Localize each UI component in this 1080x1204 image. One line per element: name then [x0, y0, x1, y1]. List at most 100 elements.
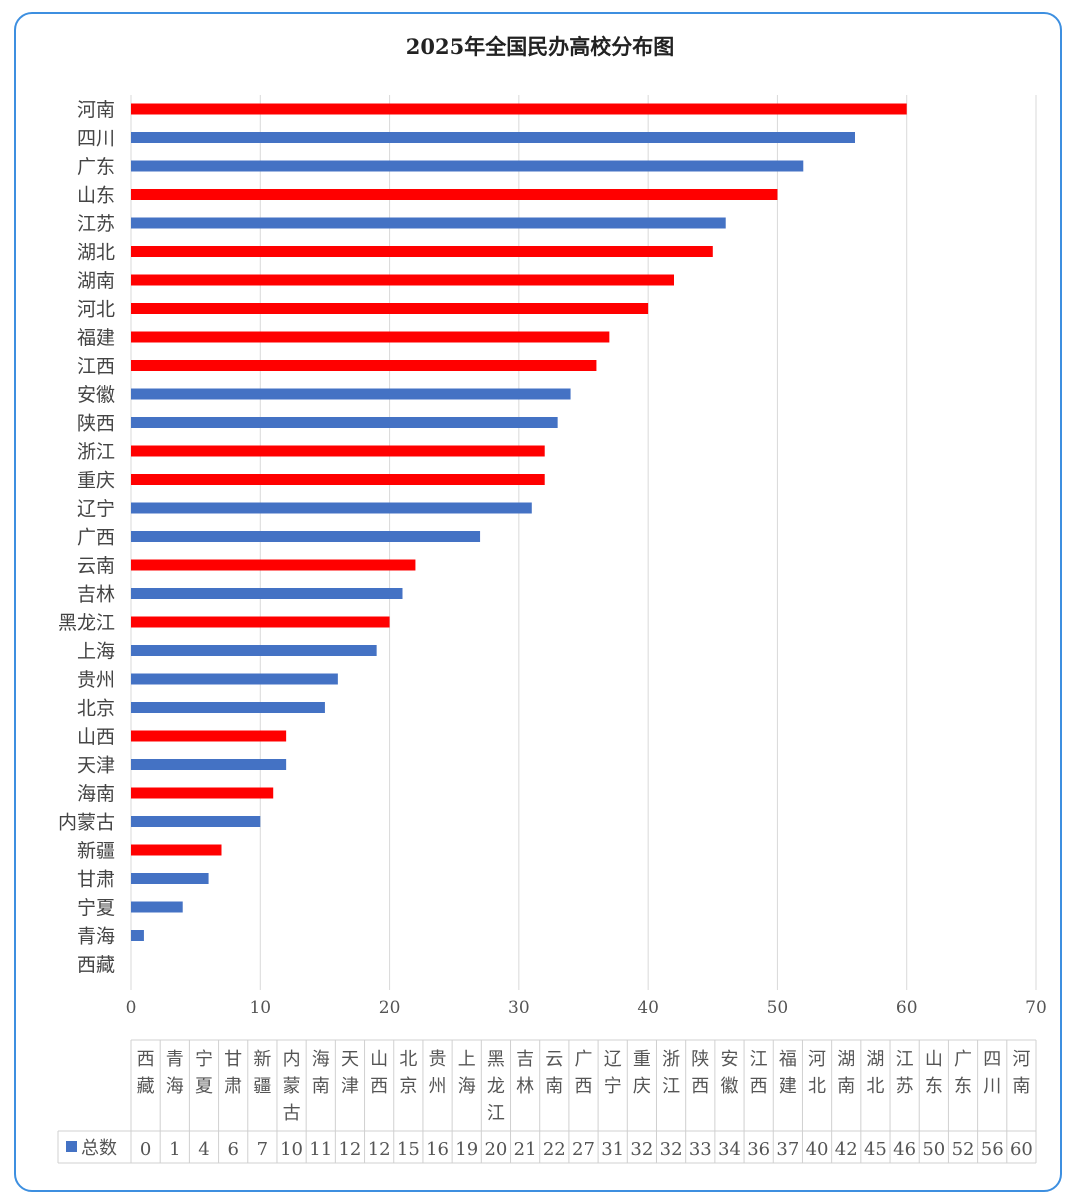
table-header-cell: 南	[312, 1076, 330, 1097]
table-header-cell: 山	[370, 1049, 388, 1070]
table-header-cell: 苏	[896, 1076, 914, 1097]
table-header-cell: 北	[808, 1076, 826, 1097]
table-header-cell: 江	[750, 1049, 768, 1070]
table-value-cell: 12	[338, 1139, 361, 1160]
bar-辽宁	[131, 502, 532, 514]
table-header-cell: 江	[896, 1049, 914, 1070]
table-header-cell: 安	[720, 1049, 738, 1070]
table-header-cell: 庆	[633, 1076, 651, 1097]
table-value-cell: 11	[309, 1139, 332, 1160]
table-value-cell: 34	[718, 1139, 741, 1160]
table-header-cell: 夏	[195, 1076, 213, 1097]
bar-内蒙古	[131, 816, 261, 827]
table-header-cell: 山	[925, 1049, 943, 1070]
table-header-cell: 古	[283, 1103, 301, 1124]
category-label: 天津	[77, 755, 115, 777]
bar-江苏	[131, 217, 726, 229]
category-label: 江苏	[77, 213, 115, 235]
bar-海南	[131, 787, 274, 799]
table-value-cell: 10	[280, 1139, 303, 1160]
table-value-cell: 60	[1010, 1139, 1033, 1160]
table-value-cell: 37	[776, 1139, 799, 1160]
table-header-cell: 云	[545, 1049, 563, 1070]
category-label: 北京	[77, 698, 115, 720]
table-value-cell: 52	[952, 1139, 975, 1160]
table-value-cell: 31	[601, 1139, 624, 1160]
bar-吉林	[131, 588, 403, 599]
table-header-cell: 建	[779, 1076, 797, 1097]
legend-swatch	[66, 1141, 77, 1152]
category-label: 福建	[77, 327, 115, 349]
table-value-cell: 50	[922, 1139, 945, 1160]
table-header-cell: 东	[925, 1076, 943, 1097]
table-header-cell: 新	[253, 1049, 271, 1070]
table-value-cell: 32	[630, 1139, 653, 1160]
bar-广西	[131, 531, 481, 542]
table-value-cell: 19	[455, 1139, 478, 1160]
category-label: 甘肃	[77, 869, 115, 891]
category-label: 湖北	[77, 242, 115, 264]
table-value-cell: 36	[747, 1139, 770, 1160]
bar-广东	[131, 160, 804, 172]
table-header-cell: 林	[516, 1076, 534, 1097]
table-value-cell: 40	[806, 1139, 829, 1160]
bar-安徽	[131, 388, 571, 400]
category-label: 辽宁	[77, 498, 115, 520]
table-header-cell: 西	[370, 1076, 388, 1097]
table-header-cell: 上	[458, 1049, 476, 1070]
bar-河北	[131, 303, 649, 314]
bar-贵州	[131, 673, 338, 685]
table-header-cell: 天	[341, 1049, 359, 1070]
table-header-cell: 川	[983, 1076, 1001, 1097]
table-value-cell: 7	[257, 1139, 268, 1160]
table-header-cell: 陕	[691, 1049, 709, 1070]
bar-四川	[131, 132, 855, 143]
x-tick-label: 70	[1025, 998, 1047, 1018]
table-header-cell: 青	[166, 1049, 184, 1070]
chart-title: 2025年全国民办高校分布图	[406, 34, 674, 59]
table-header-cell: 贵	[429, 1049, 447, 1070]
category-label: 安徽	[77, 384, 115, 406]
x-tick-label: 0	[126, 998, 137, 1018]
bar-上海	[131, 645, 377, 656]
x-tick-label: 40	[637, 998, 659, 1018]
category-label: 江西	[77, 356, 115, 378]
table-value-cell: 46	[893, 1139, 916, 1160]
category-label: 四川	[77, 128, 115, 150]
table-value-cell: 4	[198, 1139, 209, 1160]
table-value-cell: 0	[140, 1139, 151, 1160]
x-tick-label: 30	[508, 998, 530, 1018]
bar-湖北	[131, 246, 713, 257]
bar-云南	[131, 559, 416, 571]
table-value-cell: 1	[169, 1139, 180, 1160]
bar-北京	[131, 702, 325, 713]
category-label: 陕西	[77, 413, 115, 435]
bar-湖南	[131, 274, 674, 286]
table-header-cell: 北	[866, 1076, 884, 1097]
table-header-cell: 广	[954, 1049, 972, 1070]
bar-陕西	[131, 417, 558, 428]
table-header-cell: 西	[750, 1076, 768, 1097]
bar-浙江	[131, 445, 545, 457]
bar-河南	[131, 103, 907, 115]
category-label: 云南	[77, 555, 115, 577]
bar-山东	[131, 189, 778, 200]
table-header-cell: 海	[458, 1076, 476, 1097]
category-label: 西藏	[77, 954, 115, 976]
table-header-cell: 藏	[137, 1076, 155, 1097]
table-header-cell: 疆	[253, 1076, 271, 1097]
table-header-cell: 广	[575, 1049, 593, 1070]
table-value-cell: 12	[368, 1139, 391, 1160]
category-label: 内蒙古	[58, 812, 115, 834]
category-label: 山东	[77, 185, 115, 207]
table-header-cell: 南	[1012, 1076, 1030, 1097]
table-header-cell: 海	[312, 1049, 330, 1070]
table-value-cell: 45	[864, 1139, 887, 1160]
category-label: 吉林	[77, 584, 115, 606]
category-label: 上海	[77, 641, 115, 663]
table-header-cell: 江	[662, 1076, 680, 1097]
table-header-cell: 吉	[516, 1049, 534, 1070]
table-header-cell: 黑	[487, 1049, 505, 1070]
table-header-cell: 西	[575, 1076, 593, 1097]
table-value-cell: 56	[981, 1139, 1004, 1160]
